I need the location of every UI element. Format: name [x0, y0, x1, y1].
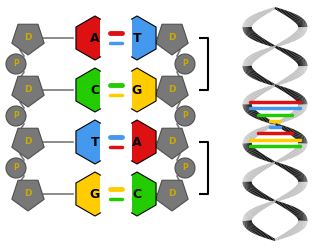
Circle shape	[6, 54, 26, 74]
Circle shape	[175, 106, 195, 126]
Text: D: D	[168, 189, 176, 198]
Polygon shape	[118, 16, 156, 60]
Text: P: P	[182, 60, 188, 68]
FancyBboxPatch shape	[100, 175, 132, 213]
Polygon shape	[118, 68, 156, 112]
Text: D: D	[168, 33, 176, 42]
Polygon shape	[76, 68, 114, 112]
Polygon shape	[76, 16, 114, 60]
Polygon shape	[12, 24, 44, 55]
Polygon shape	[156, 180, 188, 211]
Text: G: G	[90, 187, 100, 200]
Text: A: A	[132, 135, 142, 149]
Polygon shape	[156, 76, 188, 107]
Text: T: T	[133, 31, 141, 44]
FancyBboxPatch shape	[100, 123, 132, 161]
Circle shape	[175, 158, 195, 178]
Text: D: D	[24, 189, 32, 198]
Polygon shape	[12, 180, 44, 211]
Text: G: G	[132, 84, 142, 96]
Text: D: D	[168, 137, 176, 147]
Text: P: P	[182, 112, 188, 121]
Circle shape	[6, 106, 26, 126]
Text: P: P	[13, 60, 19, 68]
Text: D: D	[24, 86, 32, 94]
Polygon shape	[76, 172, 114, 216]
Polygon shape	[156, 128, 188, 159]
Polygon shape	[76, 120, 114, 164]
Polygon shape	[12, 128, 44, 159]
Text: D: D	[24, 137, 32, 147]
Text: D: D	[168, 86, 176, 94]
Text: P: P	[182, 163, 188, 173]
Text: T: T	[91, 135, 99, 149]
Polygon shape	[118, 120, 156, 164]
Circle shape	[6, 158, 26, 178]
Text: D: D	[24, 33, 32, 42]
Text: C: C	[91, 84, 100, 96]
Polygon shape	[156, 24, 188, 55]
FancyBboxPatch shape	[100, 19, 132, 57]
Polygon shape	[118, 172, 156, 216]
Text: P: P	[13, 163, 19, 173]
Text: P: P	[13, 112, 19, 121]
Text: C: C	[133, 187, 142, 200]
FancyBboxPatch shape	[100, 71, 132, 109]
Polygon shape	[12, 76, 44, 107]
Text: A: A	[90, 31, 100, 44]
Circle shape	[175, 54, 195, 74]
